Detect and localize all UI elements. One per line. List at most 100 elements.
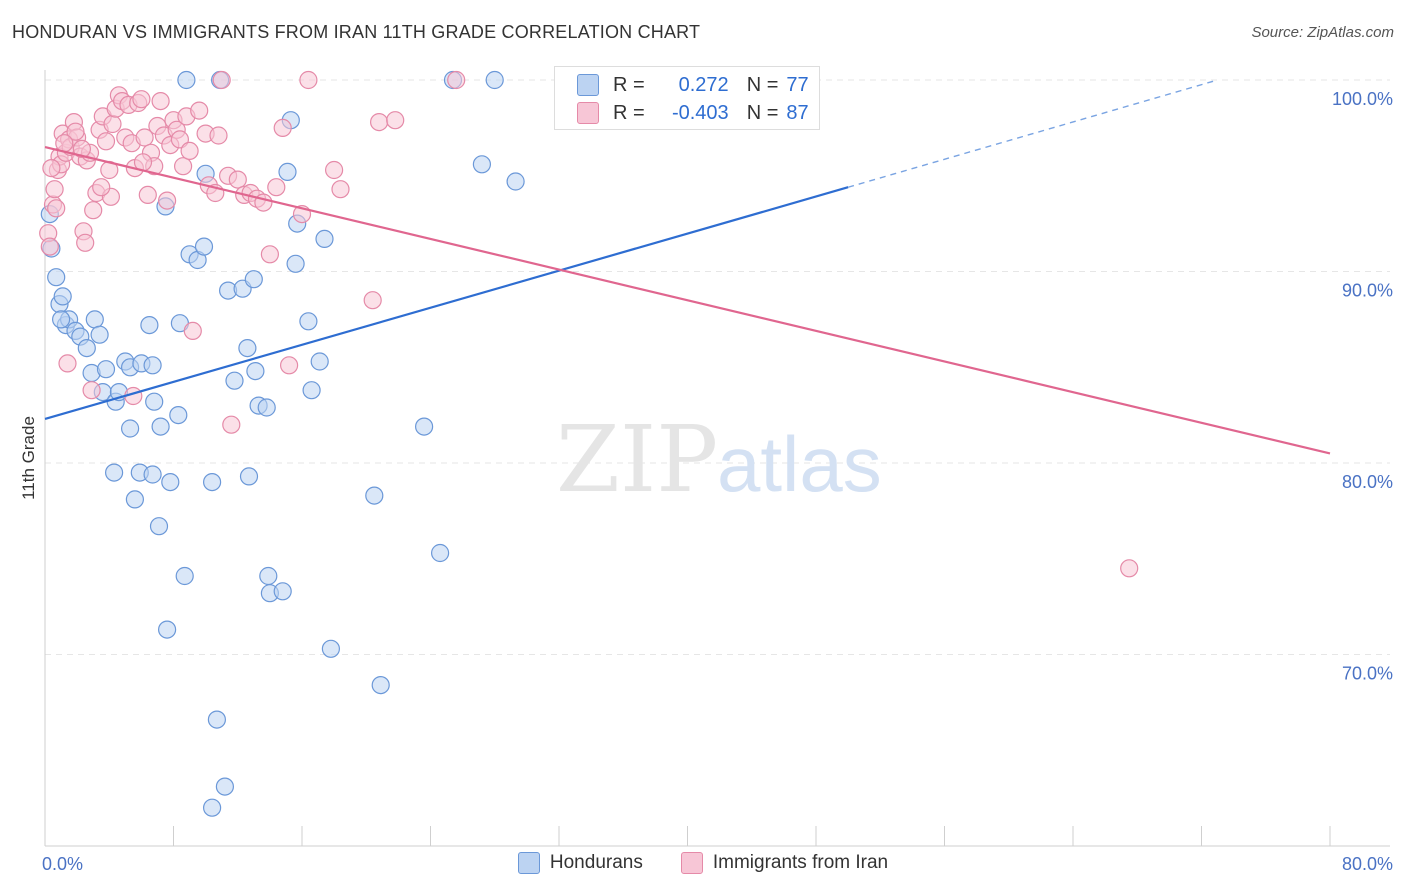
point-hondurans (51, 310, 71, 329)
point-iran (151, 91, 170, 111)
y-tick-label: 90.0% (1342, 281, 1393, 301)
point-iran (1120, 559, 1139, 578)
point-hondurans (244, 270, 263, 289)
point-hondurans (239, 467, 259, 486)
point-hondurans (259, 566, 278, 586)
point-iran (212, 70, 231, 90)
point-iran (180, 141, 199, 160)
point-iran (190, 101, 209, 120)
point-hondurans (365, 486, 384, 505)
point-iran (325, 160, 344, 180)
y-tick-label: 100.0% (1332, 89, 1393, 109)
watermark: ZIP atlas (556, 406, 882, 513)
point-hondurans (472, 155, 491, 174)
legend-item-iran[interactable]: Immigrants from Iran (680, 852, 889, 874)
r-value-hondurans: 0.272 (678, 73, 729, 96)
point-iran (76, 233, 95, 252)
point-hondurans (257, 398, 276, 417)
stats-row-iran: R = -0.403 N = 87 (577, 99, 809, 127)
point-iran (66, 122, 85, 141)
n-label: N = (746, 101, 779, 124)
point-hondurans (286, 254, 305, 273)
point-iran (40, 237, 59, 256)
r-label: R = (613, 101, 645, 124)
point-hondurans (125, 490, 144, 509)
point-hondurans (371, 675, 390, 695)
point-iran (92, 178, 111, 197)
point-iran (228, 170, 247, 189)
point-hondurans (96, 360, 116, 379)
n-value-iran: 87 (786, 101, 809, 124)
point-hondurans (149, 517, 169, 536)
point-hondurans (143, 465, 162, 484)
x-tick-label-min: 0.0% (42, 854, 83, 874)
point-hondurans (77, 339, 96, 358)
point-hondurans (203, 473, 222, 492)
point-hondurans (273, 582, 292, 601)
axes (44, 70, 1390, 847)
point-hondurans (302, 381, 321, 400)
stats-swatch-blue (577, 74, 599, 96)
point-iran (132, 90, 151, 109)
point-hondurans (238, 339, 257, 358)
trend-line-hondurans (44, 186, 849, 421)
point-hondurans (151, 417, 170, 436)
stats-box: R = 0.272 N = 77 R = -0.403 N = 87 (554, 66, 820, 130)
point-hondurans (310, 352, 329, 371)
point-iran (84, 201, 103, 220)
point-hondurans (169, 406, 188, 425)
point-hondurans (140, 316, 159, 335)
point-iran (103, 114, 122, 134)
point-iran (331, 180, 350, 199)
point-iran (222, 415, 241, 434)
watermark-zip: ZIP (556, 406, 718, 513)
point-iran (299, 70, 318, 90)
y-axis-title: 11th Grade (19, 416, 38, 500)
point-hondurans (194, 237, 214, 256)
point-hondurans (278, 162, 297, 181)
point-hondurans (506, 172, 525, 191)
tick-labels: 70.0% 80.0% 90.0% 100.0% 0.0% 80.0% 11th Grade (19, 89, 1393, 874)
point-hondurans (225, 371, 244, 390)
legend: Hondurans Immigrants from Iran (0, 852, 1406, 874)
point-iran (58, 354, 77, 373)
point-hondurans (203, 798, 222, 817)
point-iran (42, 159, 61, 178)
point-iran (82, 381, 101, 400)
point-hondurans (158, 620, 177, 639)
point-hondurans (321, 639, 340, 658)
legend-swatch-pink (680, 852, 703, 874)
legend-label-iran: Immigrants from Iran (712, 852, 889, 873)
point-hondurans (175, 566, 194, 586)
point-iran (260, 245, 279, 264)
point-hondurans (121, 419, 140, 438)
gridlines (45, 79, 1390, 655)
r-label: R = (613, 73, 645, 96)
point-hondurans (315, 229, 334, 248)
point-iran (363, 291, 382, 310)
legend-label-hondurans: Hondurans (549, 852, 643, 873)
source-label: Source: ZipAtlas.com (1251, 24, 1394, 41)
point-iran (370, 112, 389, 132)
y-tick-label: 80.0% (1342, 472, 1393, 492)
chart-title: HONDURAN VS IMMIGRANTS FROM IRAN 11TH GR… (12, 22, 701, 42)
point-hondurans (246, 362, 265, 381)
point-hondurans (299, 312, 318, 331)
watermark-atlas: atlas (717, 420, 882, 508)
legend-item-hondurans[interactable]: Hondurans (517, 852, 643, 874)
point-hondurans (145, 392, 164, 411)
point-iran (138, 185, 157, 204)
point-iran (209, 126, 228, 145)
point-iran (47, 199, 66, 218)
point-hondurans (161, 473, 180, 492)
point-hondurans (215, 777, 234, 796)
point-iran (447, 70, 466, 90)
point-hondurans (143, 356, 162, 375)
point-iran (45, 180, 64, 199)
trend-line-iran (44, 145, 1331, 455)
stats-swatch-pink (577, 102, 599, 124)
point-hondurans (47, 268, 66, 287)
point-iran (273, 118, 292, 138)
point-iran (96, 132, 116, 151)
